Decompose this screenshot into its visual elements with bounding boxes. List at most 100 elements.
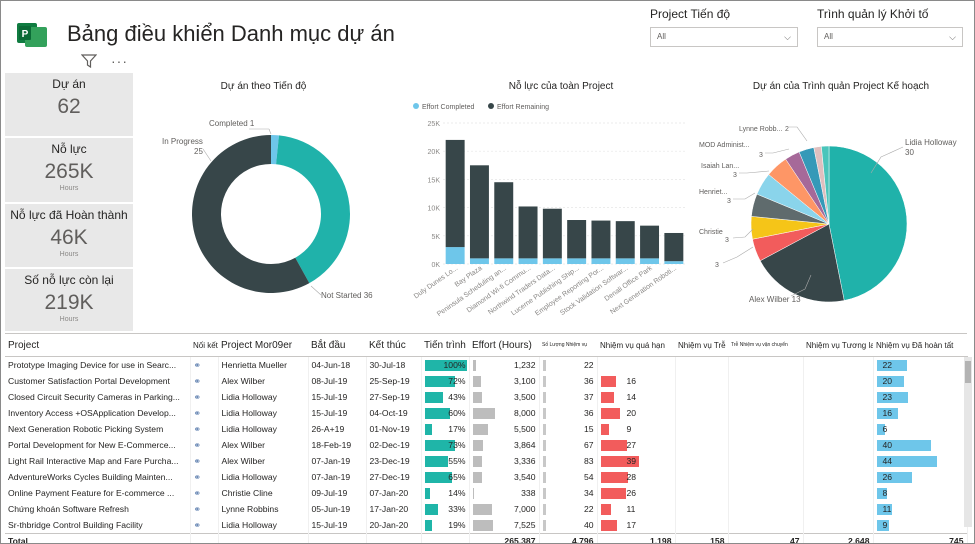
link-icon[interactable]: ⚭ bbox=[193, 375, 202, 386]
table-row[interactable]: Portal Development for New E-Commerce...… bbox=[5, 437, 968, 453]
column-header-manager[interactable]: Project Mor09er bbox=[218, 334, 308, 357]
bar-remaining-4[interactable] bbox=[542, 208, 562, 259]
bar-remaining-9[interactable] bbox=[664, 232, 684, 262]
bar-completed-3[interactable] bbox=[518, 258, 538, 264]
scrollbar-thumb[interactable] bbox=[965, 361, 971, 383]
link-icon[interactable]: ⚭ bbox=[193, 423, 202, 434]
pie-slice-1[interactable] bbox=[759, 223, 845, 303]
project-name[interactable]: AdventureWorks Cycles Building Mainten..… bbox=[5, 469, 191, 485]
bar-completed-0[interactable] bbox=[445, 247, 465, 264]
filter-icon[interactable] bbox=[81, 54, 97, 68]
project-name[interactable]: Closed Circuit Security Cameras in Parki… bbox=[5, 389, 191, 405]
project-name[interactable]: Prototype Imaging Device for use in Sear… bbox=[5, 356, 191, 373]
column-header-late[interactable]: Nhiệm vụ Trễ bbox=[675, 334, 728, 357]
table-row[interactable]: Chứng khoán Software Refresh ⚭ Lynne Robbi… bbox=[5, 501, 968, 517]
project-name[interactable]: Inventory Access +OSApplication Develop.… bbox=[5, 405, 191, 421]
label-mod: MOD Administ... bbox=[699, 142, 750, 149]
link-icon[interactable]: ⚭ bbox=[193, 455, 202, 466]
link-cell[interactable]: ⚭ bbox=[190, 373, 219, 389]
column-header-project[interactable]: Project bbox=[5, 334, 190, 357]
total-future: 2,648 bbox=[803, 533, 874, 543]
bar-remaining-3[interactable] bbox=[518, 206, 538, 259]
link-cell[interactable]: ⚭ bbox=[190, 437, 219, 453]
pie-slice-0[interactable] bbox=[828, 145, 908, 301]
status-donut-chart[interactable]: Completed 1 In Progress 25 Not Started 3… bbox=[151, 101, 391, 331]
link-icon[interactable]: ⚭ bbox=[193, 391, 202, 402]
start-date: 15-Jul-19 bbox=[308, 517, 367, 534]
link-cell[interactable]: ⚭ bbox=[190, 389, 219, 405]
project-name[interactable]: Online Payment Feature for E-commerce ..… bbox=[5, 485, 191, 501]
column-header-overdue[interactable]: Nhiệm vụ quá hạn bbox=[597, 334, 675, 357]
bar-remaining-5[interactable] bbox=[567, 220, 587, 259]
link-icon[interactable]: ⚭ bbox=[193, 359, 202, 370]
project-name[interactable]: Customer Satisfaction Portal Development bbox=[5, 373, 191, 389]
bar-completed-1[interactable] bbox=[469, 258, 489, 264]
progress-cell: 43% bbox=[421, 389, 470, 405]
manager-dropdown[interactable]: All ⌵ bbox=[817, 27, 963, 47]
link-cell[interactable]: ⚭ bbox=[190, 356, 219, 373]
bar-remaining-0[interactable] bbox=[445, 139, 465, 248]
table-row[interactable]: AdventureWorks Cycles Building Mainten..… bbox=[5, 469, 968, 485]
bar-completed-7[interactable] bbox=[615, 258, 635, 264]
y-tick-label: 25K bbox=[428, 121, 441, 128]
bar-completed-5[interactable] bbox=[567, 258, 587, 264]
pie-slice-10[interactable] bbox=[821, 145, 830, 225]
status-dropdown[interactable]: All ⌵ bbox=[650, 27, 798, 47]
column-header-end[interactable]: Kết thúc bbox=[366, 334, 421, 357]
link-icon[interactable]: ⚭ bbox=[193, 519, 202, 530]
table-row[interactable]: Next Generation Robotic Picking System ⚭ L… bbox=[5, 421, 968, 437]
link-icon[interactable]: ⚭ bbox=[193, 503, 202, 514]
manager-pie-chart[interactable]: Lidia Holloway 30 Alex Wilber 13 Lynne R… bbox=[693, 97, 963, 329]
project-name[interactable]: Sr-thbridge Control Building Facility bbox=[5, 517, 191, 534]
link-icon[interactable]: ⚭ bbox=[193, 439, 202, 450]
table-scrollbar[interactable] bbox=[964, 357, 972, 527]
link-cell[interactable]: ⚭ bbox=[190, 405, 219, 421]
label-in-progress-value: 25 bbox=[194, 147, 203, 156]
kpi-projects: Dự án 62 bbox=[5, 73, 133, 136]
column-header-link[interactable]: Nối kết bbox=[190, 334, 218, 357]
bar-completed-9[interactable] bbox=[664, 261, 684, 264]
table-row[interactable]: Closed Circuit Security Cameras in Parki… bbox=[5, 389, 968, 405]
bar-completed-4[interactable] bbox=[542, 258, 562, 264]
donut-slice-0[interactable] bbox=[271, 135, 279, 165]
bar-remaining-2[interactable] bbox=[494, 182, 514, 259]
bar-remaining-7[interactable] bbox=[615, 221, 635, 259]
link-icon[interactable]: ⚭ bbox=[193, 471, 202, 482]
project-name[interactable]: Portal Development for New E-Commerce... bbox=[5, 437, 191, 453]
column-header-start[interactable]: Bắt đầu bbox=[308, 334, 366, 357]
bar-remaining-6[interactable] bbox=[591, 220, 611, 259]
link-cell[interactable]: ⚭ bbox=[190, 421, 219, 437]
bar-completed-2[interactable] bbox=[494, 258, 514, 264]
more-options-icon[interactable]: ··· bbox=[111, 53, 128, 69]
table-row[interactable]: Online Payment Feature for E-commerce ..… bbox=[5, 485, 968, 501]
column-header-task-count[interactable]: Số Lượng Nhiệm vụ bbox=[539, 334, 597, 357]
link-icon[interactable]: ⚭ bbox=[193, 407, 202, 418]
table-row[interactable]: Inventory Access +OSApplication Develop.… bbox=[5, 405, 968, 421]
donut-slice-1[interactable] bbox=[276, 135, 350, 284]
column-header-late-shipping[interactable]: Trễ Nhiệm vụ vận chuyển bbox=[728, 334, 803, 357]
table-row[interactable]: Sr-thbridge Control Building Facility ⚭ Li… bbox=[5, 517, 968, 534]
table-row[interactable]: Light Rail Interactive Map and Fare Purc… bbox=[5, 453, 968, 469]
link-cell[interactable]: ⚭ bbox=[190, 469, 219, 485]
table-row[interactable]: Prototype Imaging Device for use in Sear… bbox=[5, 356, 968, 373]
bar-remaining-8[interactable] bbox=[640, 225, 660, 259]
donut-slice-2[interactable] bbox=[192, 135, 310, 293]
link-cell[interactable]: ⚭ bbox=[190, 501, 219, 517]
column-header-completed[interactable]: Nhiệm vụ Đã hoàn tất bbox=[873, 334, 967, 357]
effort-bar-chart[interactable]: Effort Completed Effort Remaining 0K 5K 10… bbox=[401, 97, 691, 329]
link-cell[interactable]: ⚭ bbox=[190, 517, 219, 534]
project-name[interactable]: Chứng khoán Software Refresh bbox=[5, 501, 191, 517]
table-row[interactable]: Customer Satisfaction Portal Development… bbox=[5, 373, 968, 389]
bar-completed-6[interactable] bbox=[591, 258, 611, 264]
link-icon[interactable]: ⚭ bbox=[193, 487, 202, 498]
link-cell[interactable]: ⚭ bbox=[190, 485, 219, 501]
column-header-progress[interactable]: Tiến trình bbox=[421, 334, 469, 357]
completed-value: 22 bbox=[882, 360, 893, 370]
project-name[interactable]: Next Generation Robotic Picking System bbox=[5, 421, 191, 437]
bar-completed-8[interactable] bbox=[640, 258, 660, 264]
column-header-future[interactable]: Nhiệm vụ Tương lai bbox=[803, 334, 873, 357]
bar-remaining-1[interactable] bbox=[469, 165, 489, 259]
project-name[interactable]: Light Rail Interactive Map and Fare Purc… bbox=[5, 453, 191, 469]
link-cell[interactable]: ⚭ bbox=[190, 453, 219, 469]
column-header-effort[interactable]: Effort (Hours) bbox=[469, 334, 539, 357]
